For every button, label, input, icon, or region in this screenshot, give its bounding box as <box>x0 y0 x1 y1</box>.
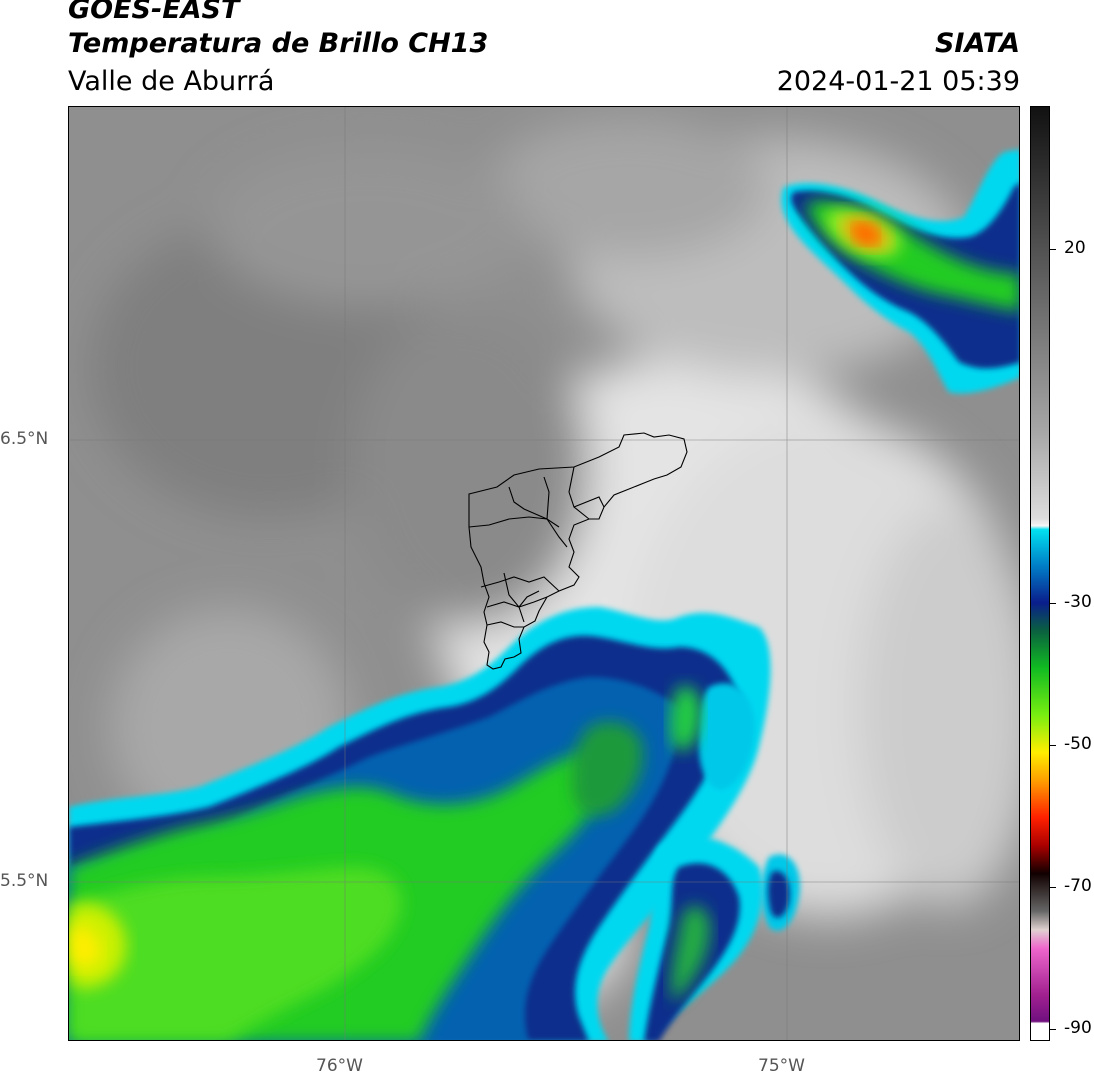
map-gridlines <box>69 107 1019 1040</box>
lon-tick-75w: 75°W <box>758 1056 805 1076</box>
lat-tick-5-5: 5.5°N <box>0 871 49 891</box>
colorbar-tick-minus70 <box>1050 887 1056 888</box>
product-title: Temperatura de Brillo CH13 <box>68 28 489 59</box>
region-subtitle: Valle de Aburrá <box>68 66 275 97</box>
colorbar-tick-minus90 <box>1050 1029 1056 1030</box>
satellite-map[interactable] <box>68 106 1020 1041</box>
colorbar-tick-minus50 <box>1050 745 1056 746</box>
cloud-system-south-central <box>629 683 800 1040</box>
colorbar-label-minus30: -30 <box>1064 592 1092 612</box>
cloud-system-southwest <box>69 607 771 1040</box>
colorbar <box>1030 106 1050 1041</box>
municipal-boundaries <box>468 432 688 670</box>
lon-tick-76w: 76°W <box>316 1056 363 1076</box>
colorbar-label-minus90: -90 <box>1064 1018 1092 1038</box>
colorbar-label-minus70: -70 <box>1064 876 1092 896</box>
lat-tick-6-5: 6.5°N <box>0 429 49 449</box>
colorbar-tick-20 <box>1050 249 1056 250</box>
colorbar-tick-minus30 <box>1050 603 1056 604</box>
agency-label: SIATA <box>934 28 1020 59</box>
datetime-label: 2024-01-21 05:39 <box>776 66 1020 97</box>
colorbar-label-20: 20 <box>1064 238 1086 258</box>
cloud-system-northeast <box>781 149 1019 394</box>
colorbar-label-minus50: -50 <box>1064 734 1092 754</box>
satellite-title: GOES-EAST <box>68 0 240 25</box>
